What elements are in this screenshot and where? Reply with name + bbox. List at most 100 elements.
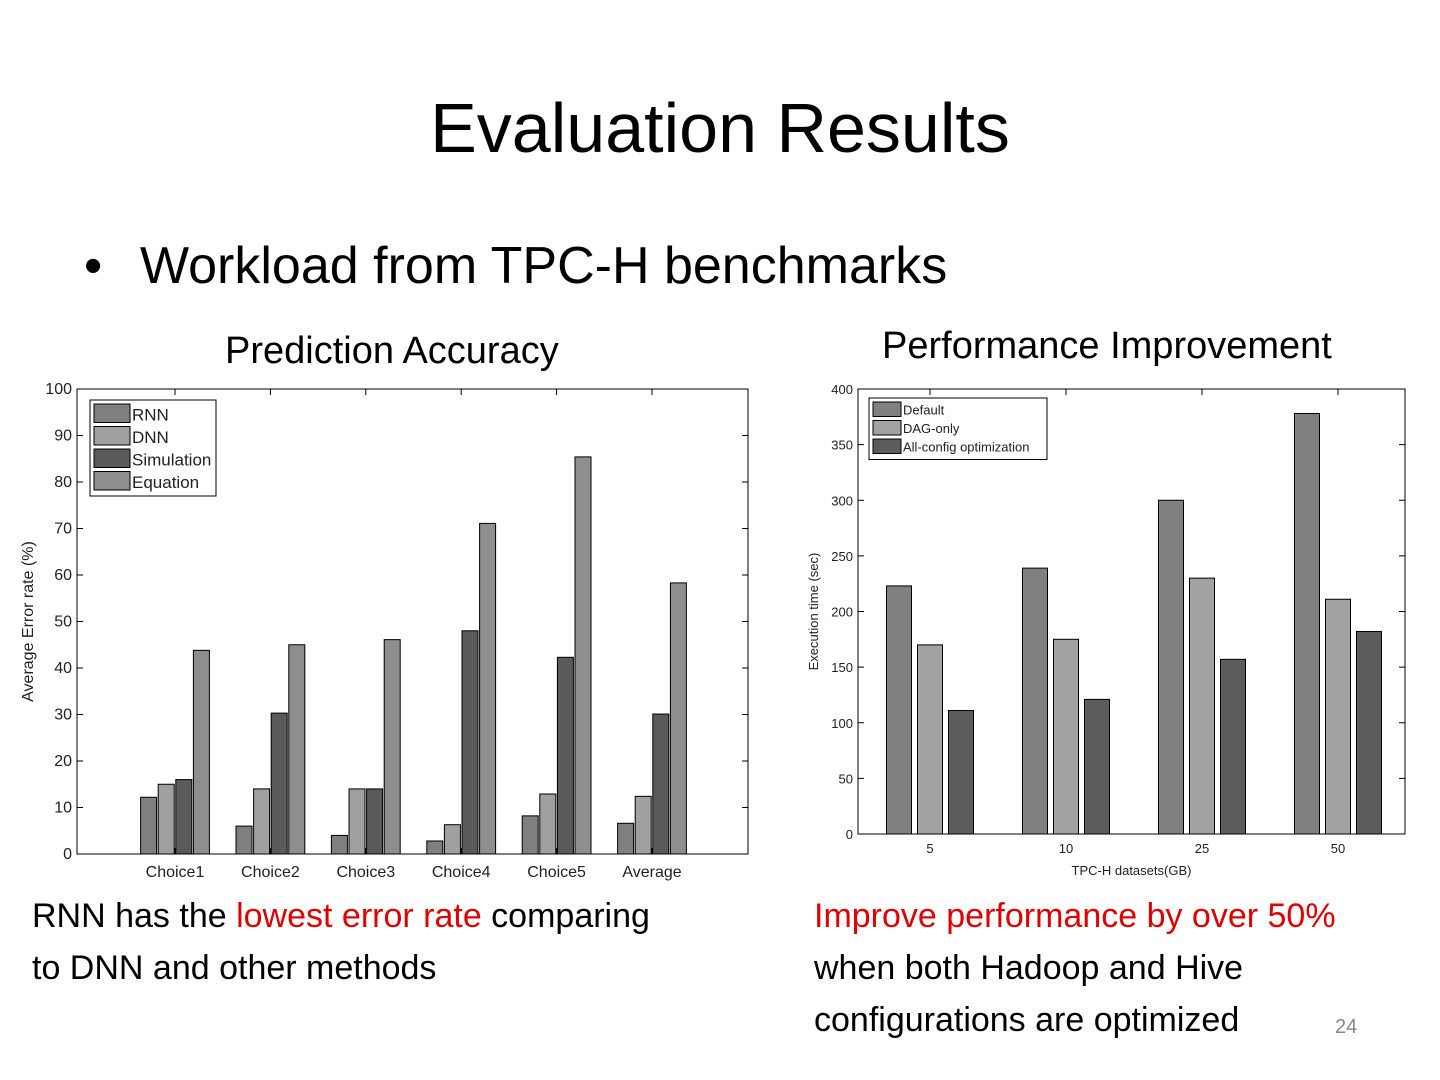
chart1-xtick-label: Choice5 [527, 864, 586, 881]
chart1-bar-rnn [140, 796, 158, 855]
right-caption: Improve performance by over 50% when bot… [814, 890, 1336, 1046]
chart1-bar-rnn [521, 815, 539, 855]
page-number: 24 [1335, 1016, 1358, 1038]
chart1-bar-dnn [253, 788, 271, 855]
chart2-legend-label: Default [903, 403, 945, 418]
chart1-ytick-label: 90 [54, 428, 72, 445]
chart2-bar-all-config-optimization [1356, 631, 1382, 835]
chart2-ytick-label: 350 [831, 438, 853, 453]
chart2-bar-default [1294, 412, 1320, 835]
chart1-ytick-label: 70 [54, 521, 72, 538]
chart1-bar-equation [479, 522, 497, 855]
chart1-bar-simulation [556, 656, 574, 855]
bullet-point: • Workload from TPC-H benchmarks [84, 236, 947, 296]
chart2-xlabel: TPC-H datasets(GB) [1072, 863, 1192, 878]
chart1-xtick-label: Average [622, 864, 681, 881]
chart2-title: Performance Improvement [882, 325, 1332, 367]
chart1-bar-equation [383, 639, 401, 855]
chart1-ytick-label: 0 [63, 846, 72, 863]
chart2-bar-all-config-optimization [1220, 658, 1246, 835]
chart2-xtick-label: 5 [926, 841, 933, 856]
chart1-ytick-label: 60 [54, 567, 72, 584]
chart1-xtick-label: Choice4 [432, 864, 491, 881]
chart1-ylabel: Average Error rate (%) [20, 541, 37, 702]
chart1-bar-dnn [634, 795, 652, 855]
right-caption-highlight: Improve performance by over 50% [814, 897, 1336, 935]
chart1-bar-equation [288, 644, 306, 855]
chart1-bar-dnn [539, 793, 557, 855]
chart2-ytick-label: 50 [839, 771, 853, 786]
chart1-bar-simulation [461, 630, 479, 855]
chart1-bar-simulation [270, 712, 288, 855]
chart1-ytick-label: 50 [54, 614, 72, 631]
chart1-bar-rnn [617, 822, 635, 855]
chart2-bar-default [886, 585, 912, 835]
chart2-ytick-label: 200 [831, 605, 853, 620]
chart1-bar-simulation [366, 788, 384, 855]
left-caption: RNN has the lowest error rate comparing … [32, 890, 650, 994]
chart2-xtick-label: 50 [1331, 841, 1345, 856]
chart1-title: Prediction Accuracy [225, 330, 559, 372]
chart1-legend-label: Simulation [132, 451, 211, 470]
right-caption-line3: configurations are optimized [814, 1001, 1240, 1039]
chart1-xtick-label: Choice1 [146, 864, 205, 881]
chart2-ylabel: Execution time (sec) [806, 553, 821, 671]
chart1-legend-label: DNN [132, 428, 169, 447]
chart1-legend-swatch [93, 448, 131, 468]
chart2-xtick-label: 25 [1195, 841, 1209, 856]
chart1-bar-dnn [348, 788, 366, 855]
chart2-ytick-label: 0 [846, 827, 853, 842]
chart2-ytick-label: 250 [831, 549, 853, 564]
chart1-bar-simulation [175, 779, 193, 855]
left-caption-a: RNN has the [32, 897, 237, 935]
chart1-ytick-label: 40 [54, 660, 72, 677]
chart1-legend-swatch [93, 426, 131, 446]
chart1-bar-rnn [426, 840, 444, 855]
chart2-bar-dag-only [917, 644, 943, 835]
bullet-text: Workload from TPC-H benchmarks [140, 237, 948, 295]
chart2-bar-all-config-optimization [948, 710, 974, 835]
chart2-ytick-label: 150 [831, 660, 853, 675]
chart1-bar-dnn [157, 783, 175, 855]
chart1-ytick-label: 100 [45, 381, 72, 398]
chart1-ytick-label: 10 [54, 800, 72, 817]
chart2-bar-dag-only [1325, 598, 1351, 835]
bullet-icon: • [84, 237, 103, 295]
left-caption-line2: to DNN and other methods [32, 949, 437, 987]
chart1-ytick-label: 20 [54, 753, 72, 770]
chart2-legend-swatch [872, 420, 902, 436]
left-caption-b: comparing [481, 897, 650, 935]
chart2-legend-swatch [872, 401, 902, 417]
chart2-bar-dag-only [1189, 577, 1215, 835]
chart1-xtick-label: Choice3 [336, 864, 395, 881]
chart1-ytick-label: 30 [54, 707, 72, 724]
chart2-ytick-label: 100 [831, 716, 853, 731]
chart1-bar-equation [192, 649, 210, 855]
chart2-xtick-label: 10 [1059, 841, 1073, 856]
chart1-bar-equation [574, 456, 592, 855]
chart2-bar-all-config-optimization [1084, 698, 1110, 835]
chart2-ytick-label: 400 [831, 382, 853, 397]
chart1-bar-dnn [443, 824, 461, 855]
slide-title: Evaluation Results [430, 89, 1010, 167]
chart1-bar-equation [669, 582, 687, 855]
chart2-legend-label: All-config optimization [903, 440, 1029, 455]
chart2-ytick-label: 300 [831, 493, 853, 508]
right-caption-line2: when both Hadoop and Hive [814, 949, 1244, 987]
chart1-legend-label: Equation [132, 473, 199, 492]
chart2-bar-default [1158, 499, 1184, 835]
chart1-bar-rnn [330, 834, 348, 855]
chart1-legend-label: RNN [132, 406, 169, 425]
chart2-bar-dag-only [1053, 638, 1079, 835]
chart1-legend-swatch [93, 471, 131, 491]
chart1-xtick-label: Choice2 [241, 864, 300, 881]
chart2-legend-label: DAG-only [903, 421, 960, 436]
chart2-bar-default [1022, 567, 1048, 835]
chart1-bar-rnn [235, 825, 253, 855]
left-caption-highlight: lowest error rate [236, 897, 482, 935]
chart2-legend-swatch [872, 438, 902, 454]
chart1-legend-swatch [93, 403, 131, 423]
chart1-bar-simulation [652, 713, 670, 855]
chart1-ytick-label: 80 [54, 474, 72, 491]
